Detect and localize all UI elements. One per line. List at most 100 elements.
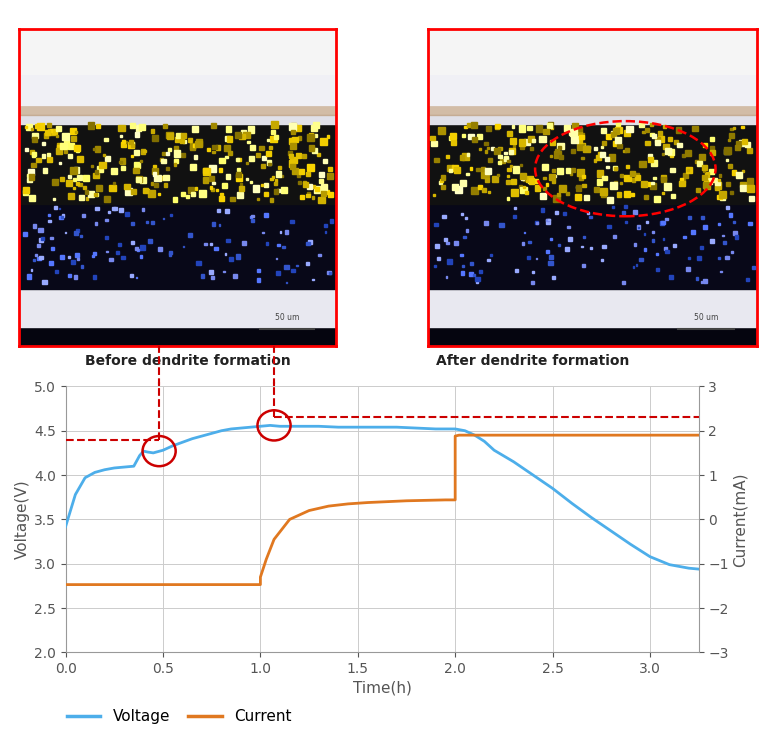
Bar	[289, 151, 292, 155]
Bar	[555, 211, 558, 214]
Bar	[68, 274, 71, 277]
Bar	[212, 182, 215, 184]
Bar	[236, 254, 240, 259]
Bar	[607, 165, 608, 168]
Bar	[569, 130, 573, 135]
Bar	[730, 191, 733, 194]
Bar	[118, 243, 120, 246]
Bar	[464, 125, 467, 128]
Bar	[181, 153, 185, 157]
Bar	[125, 141, 127, 143]
Bar	[225, 126, 231, 132]
Bar	[208, 149, 210, 151]
Bar	[740, 185, 746, 191]
Bar	[594, 147, 597, 150]
Bar	[95, 147, 100, 152]
Bar	[479, 270, 482, 273]
Bar	[670, 168, 675, 172]
Bar	[319, 179, 323, 184]
Bar	[256, 153, 260, 157]
Bar	[455, 187, 462, 192]
Bar	[261, 163, 266, 168]
Bar	[668, 149, 674, 155]
Bar	[55, 270, 58, 273]
Bar	[633, 210, 637, 214]
Bar	[37, 123, 43, 130]
Bar	[226, 238, 229, 242]
Bar	[75, 131, 77, 133]
Bar	[612, 235, 616, 238]
Bar	[559, 155, 563, 159]
Bar	[579, 176, 583, 180]
Bar	[635, 176, 640, 180]
Bar	[307, 192, 310, 195]
Bar	[328, 192, 333, 197]
Bar	[328, 167, 332, 171]
Bar	[703, 182, 709, 188]
Bar	[272, 176, 274, 179]
Bar	[266, 151, 271, 155]
Bar	[51, 246, 54, 250]
Bar	[59, 162, 61, 164]
Bar	[31, 128, 33, 130]
Bar	[249, 144, 255, 150]
Bar	[313, 149, 317, 153]
Bar	[701, 281, 703, 283]
Bar	[19, 74, 336, 105]
Bar	[546, 184, 548, 186]
Bar	[174, 146, 178, 150]
Bar	[65, 232, 66, 233]
Bar	[697, 161, 702, 165]
Bar	[114, 207, 117, 209]
Bar	[668, 136, 672, 141]
Bar	[309, 145, 314, 151]
Bar	[662, 153, 664, 155]
Bar	[237, 168, 240, 171]
Bar	[141, 149, 145, 154]
Bar	[621, 211, 625, 214]
Bar	[154, 175, 161, 182]
Bar	[97, 166, 103, 172]
Bar	[262, 156, 266, 160]
Bar	[153, 168, 157, 174]
Bar	[624, 130, 630, 136]
Bar	[134, 168, 139, 173]
Bar	[164, 183, 168, 187]
Bar	[682, 154, 685, 157]
Bar	[546, 219, 550, 224]
Bar	[131, 222, 134, 225]
Bar	[252, 215, 254, 217]
Bar	[32, 259, 35, 261]
Bar	[300, 195, 303, 198]
Bar	[584, 195, 589, 200]
Bar	[661, 175, 665, 179]
Bar	[120, 165, 125, 171]
Bar	[307, 165, 313, 171]
Bar	[143, 188, 148, 192]
Bar	[462, 265, 464, 267]
Bar	[542, 164, 548, 170]
Bar	[131, 241, 134, 244]
Bar	[553, 175, 556, 177]
Bar	[39, 256, 42, 260]
Bar	[710, 239, 714, 243]
Bar	[167, 133, 173, 139]
Bar	[93, 275, 96, 278]
Bar	[471, 187, 478, 194]
Bar	[577, 169, 584, 176]
Bar	[95, 222, 97, 225]
Bar	[307, 134, 314, 141]
Bar	[297, 136, 301, 140]
Bar	[136, 176, 142, 182]
Bar	[547, 219, 549, 221]
Bar	[46, 153, 49, 156]
Bar	[42, 168, 47, 173]
Bar	[665, 218, 668, 220]
Bar	[215, 145, 220, 149]
Bar	[49, 262, 53, 265]
Bar	[747, 148, 753, 153]
Bar	[557, 244, 560, 246]
Bar	[19, 105, 336, 114]
Bar	[19, 114, 336, 125]
Bar	[462, 134, 465, 137]
